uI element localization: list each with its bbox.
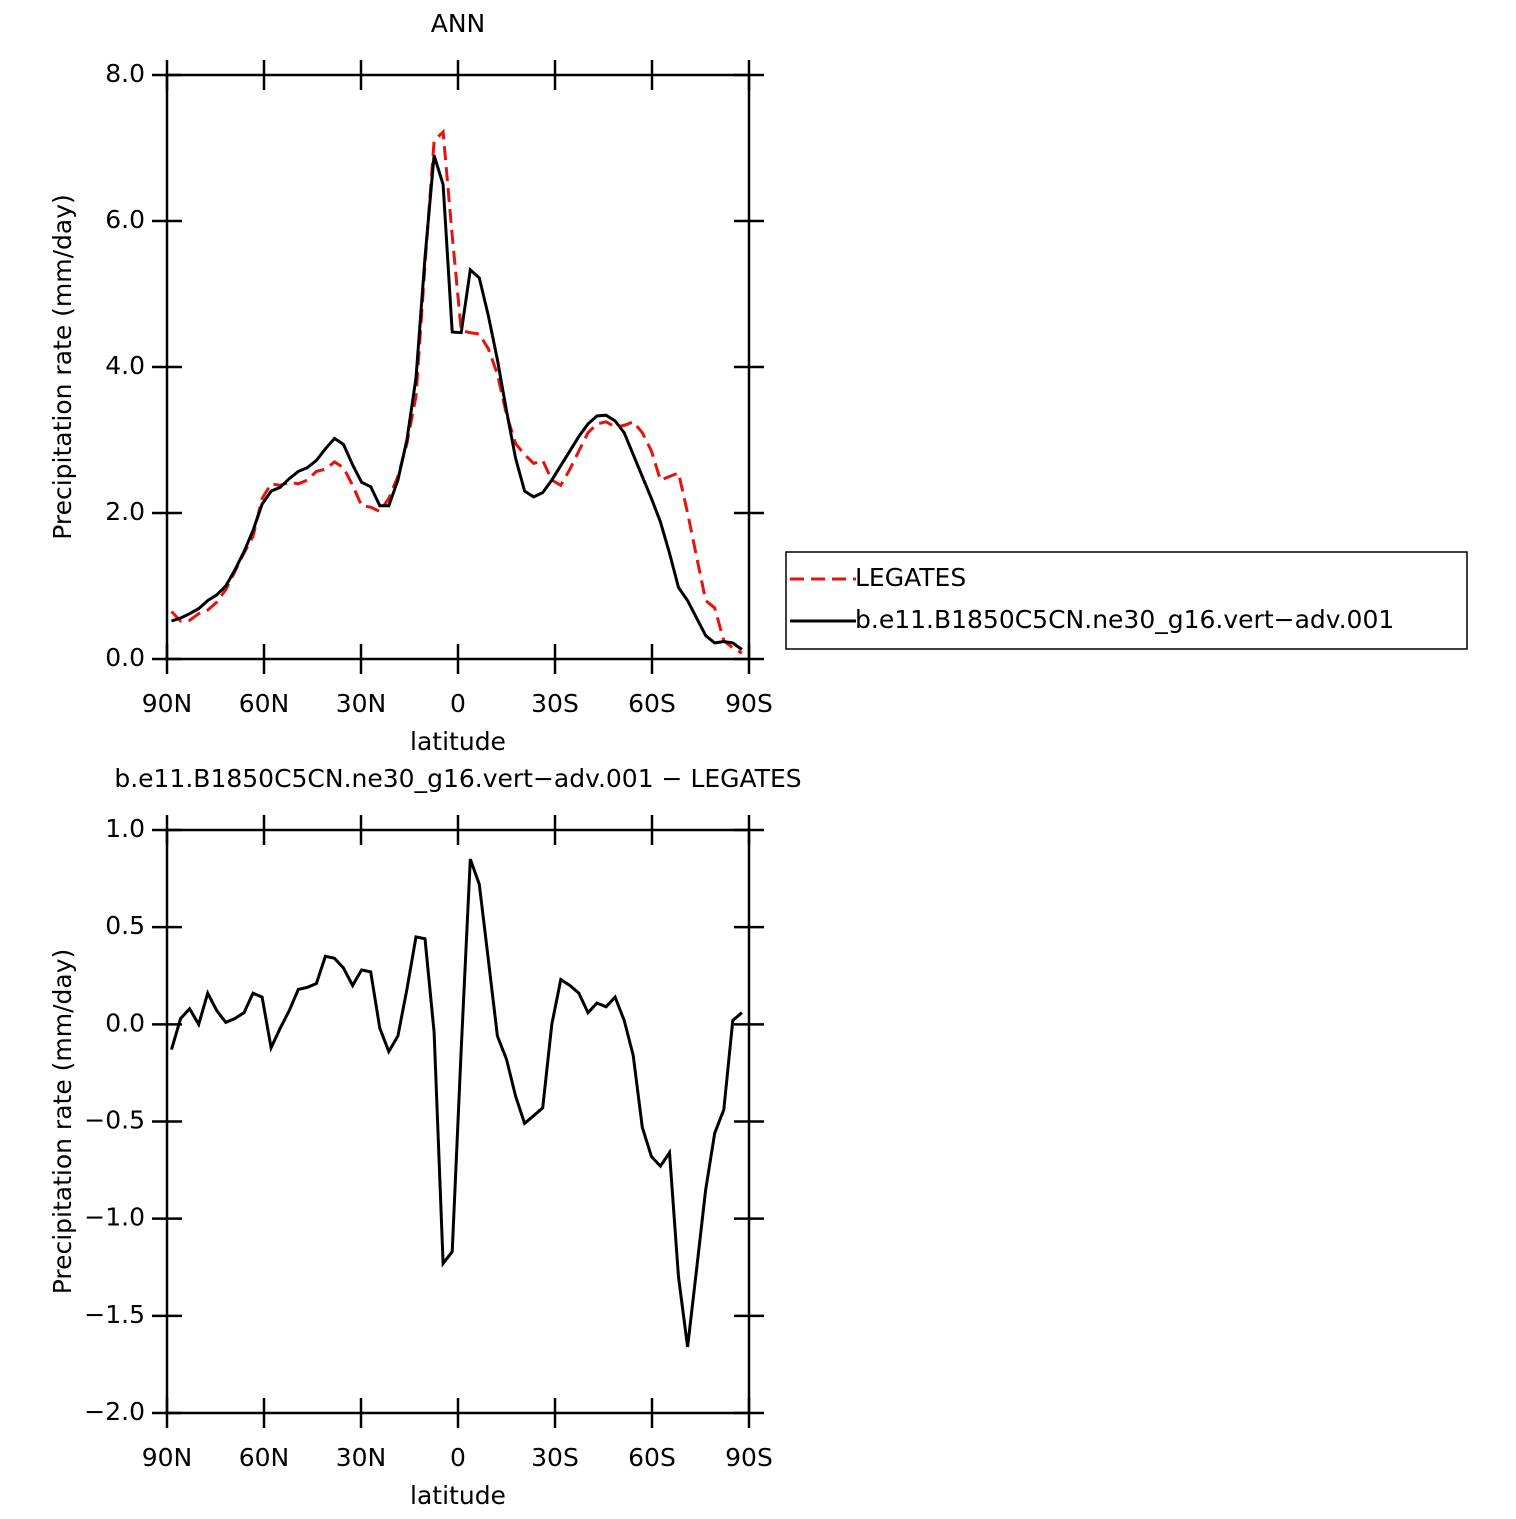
x-tick-label: 0 — [450, 689, 466, 718]
x-tick-label: 60S — [628, 689, 676, 718]
y-tick-label: −2.0 — [84, 1397, 145, 1426]
chart-title: ANN — [431, 9, 486, 38]
x-tick-label: 30S — [531, 689, 579, 718]
chart-title: b.e11.B1850C5CN.ne30_g16.vert−adv.001 − … — [114, 764, 801, 793]
x-tick-label: 90S — [725, 1443, 773, 1472]
y-tick-label: 0.0 — [105, 1008, 145, 1037]
y-axis-label: Precipitation rate (mm/day) — [48, 194, 77, 540]
x-tick-label: 90S — [725, 689, 773, 718]
x-tick-label: 90N — [142, 1443, 193, 1472]
data-line — [171, 154, 743, 651]
y-tick-label: −1.0 — [84, 1203, 145, 1232]
x-tick-label: 60S — [628, 1443, 676, 1472]
y-tick-label: 6.0 — [105, 205, 145, 234]
y-tick-label: −1.5 — [84, 1300, 145, 1329]
y-tick-label: 1.0 — [105, 814, 145, 843]
legend-box — [785, 551, 1468, 650]
legend-label: LEGATES — [855, 563, 966, 592]
legend-label: b.e11.B1850C5CN.ne30_g16.vert−adv.001 — [855, 605, 1394, 634]
y-tick-label: 8.0 — [105, 59, 145, 88]
y-axis-label: Precipitation rate (mm/day) — [48, 949, 77, 1295]
y-tick-label: 4.0 — [105, 351, 145, 380]
x-axis-label: latitude — [410, 727, 506, 756]
plot-frame — [165, 73, 751, 661]
x-tick-label: 60N — [239, 689, 290, 718]
x-tick-label: 0 — [450, 1443, 466, 1472]
x-tick-label: 90N — [142, 689, 193, 718]
data-line — [170, 858, 743, 1348]
x-tick-label: 60N — [239, 1443, 290, 1472]
y-tick-label: 0.5 — [105, 911, 145, 940]
x-tick-label: 30N — [336, 1443, 387, 1472]
y-tick-label: 0.0 — [105, 643, 145, 672]
x-tick-label: 30N — [336, 689, 387, 718]
y-tick-label: 2.0 — [105, 497, 145, 526]
data-line — [170, 128, 743, 655]
x-tick-label: 30S — [531, 1443, 579, 1472]
y-tick-label: −0.5 — [84, 1106, 145, 1135]
x-axis-label: latitude — [410, 1481, 506, 1510]
